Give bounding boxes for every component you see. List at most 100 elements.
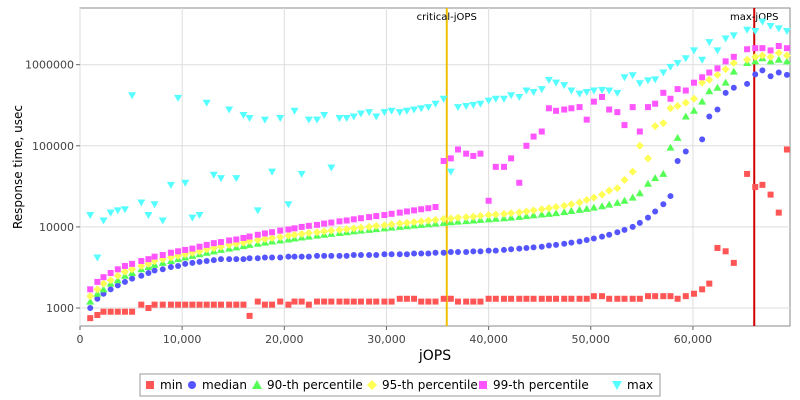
point-95-th-percentile [365, 222, 374, 231]
point-median [94, 295, 101, 302]
point-99-th-percentile [660, 89, 667, 96]
point-median [682, 148, 689, 155]
point-min [454, 298, 461, 305]
legend-swatch-max [612, 381, 622, 390]
point-median [277, 254, 284, 261]
point-min [783, 146, 790, 153]
point-99-th-percentile [477, 150, 484, 157]
point-99-th-percentile [350, 216, 357, 223]
point-median [403, 251, 410, 258]
point-90-th-percentile [605, 200, 614, 208]
point-min [492, 295, 499, 302]
point-min [138, 301, 145, 308]
point-99-th-percentile [492, 163, 499, 170]
point-95-th-percentile [782, 51, 791, 60]
point-99-th-percentile [576, 104, 583, 111]
point-99-th-percentile [321, 220, 328, 227]
point-min [203, 301, 210, 308]
point-median [298, 253, 305, 260]
legend-label-min: min [160, 378, 183, 392]
point-95-th-percentile [158, 255, 167, 264]
point-90-th-percentile [782, 57, 791, 65]
point-median [350, 252, 357, 259]
point-median [182, 260, 189, 267]
point-90-th-percentile [86, 297, 95, 305]
point-95-th-percentile [673, 101, 682, 110]
point-max [417, 105, 426, 113]
point-median [447, 249, 454, 256]
point-90-th-percentile [589, 203, 598, 211]
point-median [107, 286, 114, 293]
point-median [357, 252, 364, 259]
point-min [175, 301, 182, 308]
point-90-th-percentile [774, 55, 783, 63]
point-median [454, 249, 461, 256]
point-95-th-percentile [439, 215, 448, 224]
point-median [645, 214, 651, 221]
point-median [775, 69, 782, 76]
point-min [530, 295, 537, 302]
point-max [313, 116, 322, 124]
point-max [529, 89, 538, 97]
point-max [431, 100, 440, 108]
point-max [560, 82, 569, 90]
point-99-th-percentile [730, 53, 737, 60]
point-90-th-percentile [507, 213, 516, 221]
point-max [335, 115, 344, 123]
point-median [699, 136, 706, 143]
point-95-th-percentile [507, 209, 516, 218]
point-max [446, 168, 455, 176]
point-95-th-percentile [276, 233, 285, 242]
point-99-th-percentile [167, 249, 174, 256]
point-99-th-percentile [690, 79, 697, 86]
point-median [752, 71, 759, 78]
point-median [254, 255, 261, 262]
point-median [629, 223, 636, 230]
point-95-th-percentile [260, 234, 269, 243]
point-max [410, 106, 419, 114]
point-95-th-percentile [93, 285, 102, 294]
point-median [388, 251, 395, 258]
point-99-th-percentile [246, 233, 253, 240]
point-min [470, 298, 477, 305]
legend-box [139, 373, 661, 397]
point-min [636, 295, 643, 302]
point-95-th-percentile [284, 231, 293, 240]
point-99-th-percentile [744, 46, 751, 53]
point-99-th-percentile [381, 212, 388, 219]
point-max [128, 92, 137, 100]
point-99-th-percentile [87, 286, 94, 293]
point-99-th-percentile [233, 236, 240, 243]
point-95-th-percentile [751, 52, 760, 61]
point-99-th-percentile [714, 65, 721, 72]
point-95-th-percentile [113, 271, 122, 280]
point-min [759, 181, 766, 188]
point-median [576, 238, 583, 245]
point-99-th-percentile [614, 109, 621, 116]
point-99-th-percentile [538, 128, 545, 135]
point-median [706, 113, 713, 120]
point-median [145, 270, 152, 277]
point-median [321, 252, 328, 259]
point-max [537, 86, 546, 94]
point-95-th-percentile [537, 205, 546, 214]
point-median [516, 245, 523, 252]
point-90-th-percentile [552, 209, 561, 217]
legend-label-99-th-percentile: 99-th percentile [493, 378, 589, 392]
series-min [87, 146, 790, 322]
point-90-th-percentile [99, 285, 108, 293]
point-max [260, 116, 269, 124]
point-median [759, 67, 766, 74]
point-min [233, 301, 240, 308]
point-max [484, 97, 493, 105]
point-max [575, 90, 584, 98]
point-median [189, 259, 196, 266]
point-min [767, 191, 774, 198]
legend-swatch-90-th-percentile [252, 380, 262, 389]
point-max [515, 93, 524, 101]
point-95-th-percentile [253, 235, 262, 244]
point-min [621, 295, 628, 302]
point-min [463, 298, 470, 305]
point-90-th-percentile [666, 143, 675, 151]
point-95-th-percentile [476, 211, 485, 220]
